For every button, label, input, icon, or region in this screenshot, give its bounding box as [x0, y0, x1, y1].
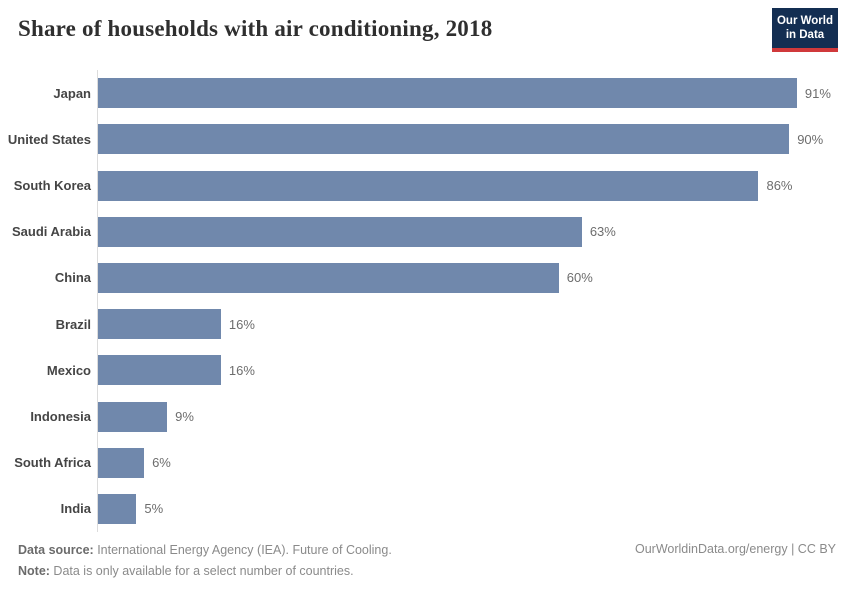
category-label: South Africa [14, 455, 91, 471]
value-label: 86% [766, 178, 793, 193]
bar[interactable] [98, 355, 221, 386]
bar[interactable] [98, 124, 790, 155]
category-label: Japan [53, 85, 91, 101]
bar-track: 6% [97, 439, 850, 486]
bar[interactable] [98, 170, 759, 201]
data-source-line: Data source: International Energy Agency… [18, 542, 392, 558]
bar[interactable] [98, 493, 137, 524]
bar-track: 90% [97, 116, 850, 163]
value-label: 60% [566, 270, 593, 286]
bar-row: Brazil 16% [0, 301, 850, 348]
footer-notes: Data source: International Energy Agency… [18, 542, 392, 585]
bar-track: 16% [97, 301, 850, 348]
bar-track: 91% [97, 70, 850, 117]
category-label: South Korea [13, 178, 91, 193]
bar[interactable] [98, 262, 559, 293]
bar-row: Japan 91% [0, 70, 850, 117]
note-text: Data is only available for a select numb… [49, 564, 354, 579]
category-label: Saudi Arabia [12, 224, 91, 240]
value-label: 63% [589, 224, 616, 240]
bar[interactable] [98, 309, 221, 340]
bar-track: 63% [97, 208, 850, 255]
chart-footer: Data source: International Energy Agency… [0, 536, 850, 600]
value-label: 6% [152, 455, 171, 471]
bar[interactable] [98, 447, 145, 478]
bar-row: Saudi Arabia 63% [0, 208, 850, 255]
value-label: 91% [804, 85, 831, 101]
bar-row: China 60% [0, 254, 850, 302]
owid-logo[interactable]: Our World in Data [772, 8, 838, 52]
bar-track: 9% [97, 393, 850, 440]
value-label: 16% [228, 316, 255, 332]
data-source-label: Data source: [18, 543, 94, 557]
value-label: 5% [144, 501, 164, 517]
owid-logo-line2: in Data [785, 29, 825, 41]
category-label: India [60, 501, 91, 517]
category-label: Mexico [46, 362, 91, 378]
category-label: China [54, 270, 91, 286]
note-line: Note: Data is only available for a selec… [18, 563, 392, 579]
bar-track: 5% [97, 485, 850, 533]
bar-track: 16% [97, 347, 850, 394]
bar[interactable] [98, 216, 582, 247]
category-label: Indonesia [30, 409, 91, 425]
bar-row: South Korea 86% [0, 162, 850, 209]
value-label: 90% [797, 131, 824, 147]
bar[interactable] [98, 401, 168, 432]
bar-track: 86% [97, 162, 850, 209]
value-label: 9% [175, 409, 194, 425]
bar-rows: Japan 91% United States 90% South Korea 86% Sa… [0, 70, 850, 533]
owid-url-license[interactable]: OurWorldinData.org/energy | CC BY [634, 542, 836, 556]
category-label: Brazil [55, 316, 91, 332]
chart-header: Share of households with air conditionin… [0, 0, 850, 70]
value-label: 16% [228, 362, 255, 378]
note-label: Note: [18, 564, 50, 579]
bar-row: South Africa 6% [0, 439, 850, 486]
bar-row: Indonesia 9% [0, 393, 850, 440]
chart-title: Share of households with air conditionin… [18, 16, 493, 41]
bar-row: Mexico 16% [0, 347, 850, 394]
bar-row: India 5% [0, 485, 850, 533]
bar-track: 60% [97, 254, 850, 302]
category-label: United States [7, 131, 91, 147]
owid-logo-line1: Our World [776, 14, 833, 27]
bar-chart: Japan 91% United States 90% South Korea 86% Sa… [0, 70, 850, 533]
bar[interactable] [98, 78, 797, 109]
data-source-text: International Energy Agency (IEA). Futur… [93, 543, 392, 557]
bar-row: United States 90% [0, 116, 850, 163]
